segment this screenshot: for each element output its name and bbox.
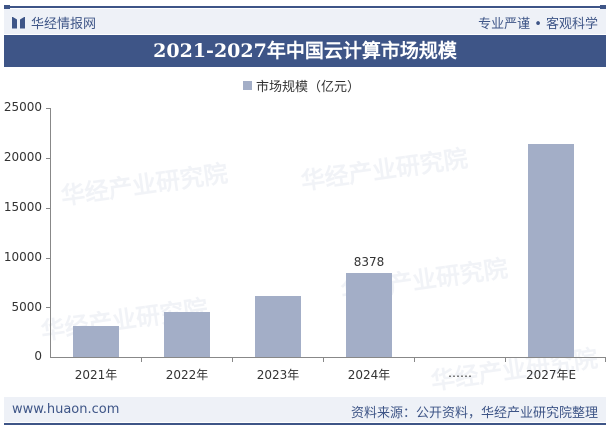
y-tick-label: 15000 xyxy=(3,200,42,214)
x-label: 2024年 xyxy=(347,368,391,382)
x-label: 2023年 xyxy=(256,368,300,382)
bar-2024 xyxy=(346,273,392,357)
brand: 华经情报网 xyxy=(12,13,96,32)
brand-logo-icon xyxy=(12,16,25,29)
y-tick-label: 20000 xyxy=(3,150,42,164)
footer-source: 资料来源：公开资料，华经产业研究院整理 xyxy=(350,406,598,421)
y-tick-label: 25000 xyxy=(3,100,42,114)
x-label: …… xyxy=(448,366,472,380)
y-tick xyxy=(46,158,51,159)
x-tick xyxy=(505,357,506,362)
y-tick xyxy=(46,108,51,109)
legend: 市场规模（亿元） xyxy=(243,76,360,95)
bar-2022 xyxy=(164,312,210,357)
x-label: 2027年E xyxy=(525,368,577,382)
bar-2027e xyxy=(528,144,574,357)
x-tick xyxy=(414,357,415,362)
top-divider xyxy=(4,5,606,9)
bar-2021 xyxy=(73,326,119,357)
x-label: 2022年 xyxy=(165,368,209,382)
y-tick-label: 0 xyxy=(34,349,42,363)
x-axis xyxy=(50,357,606,358)
legend-swatch xyxy=(243,81,252,90)
y-tick xyxy=(46,307,51,308)
slogan: 专业严谨 • 客观科学 xyxy=(478,17,598,32)
footer-url[interactable]: www.huaon.com xyxy=(12,402,120,417)
footer-bar xyxy=(4,397,606,422)
bar-chart: 华经产业研究院 华经产业研究院 华经产业研究院 华经产业研究院 华经产业研究院 … xyxy=(3,76,606,396)
watermark: 华经产业研究院 xyxy=(299,144,470,196)
brand-name: 华经情报网 xyxy=(31,17,97,32)
chart-title: 2021-2027年中国云计算市场规模 xyxy=(4,35,606,67)
watermark: 华经产业研究院 xyxy=(59,159,230,211)
header-bar xyxy=(4,9,606,34)
x-tick xyxy=(232,357,233,362)
y-axis xyxy=(50,108,51,358)
x-label: 2021年 xyxy=(74,368,118,382)
bottom-divider xyxy=(4,423,606,425)
y-tick xyxy=(46,208,51,209)
y-tick-label: 10000 xyxy=(3,250,42,264)
x-tick xyxy=(323,357,324,362)
bar-2023 xyxy=(255,296,301,357)
y-tick xyxy=(46,258,51,259)
x-tick xyxy=(141,357,142,362)
x-tick xyxy=(605,357,606,362)
legend-label: 市场规模（亿元） xyxy=(256,80,361,95)
bar-value-label-2024: 8378 xyxy=(353,255,385,269)
y-tick-label: 5000 xyxy=(11,300,42,314)
